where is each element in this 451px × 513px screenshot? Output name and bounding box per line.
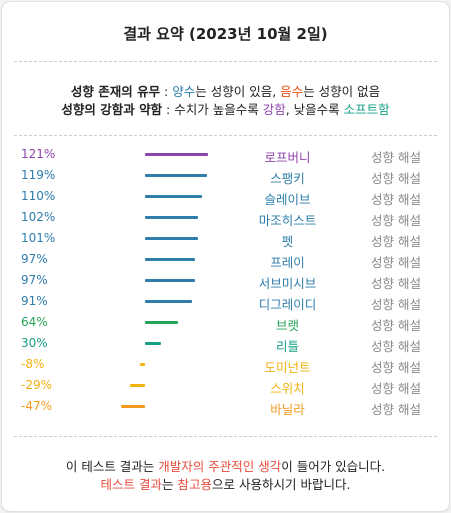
result-percentage: 101% — [21, 231, 56, 245]
legend-text: 는 성향이 없음 — [303, 84, 381, 99]
legend-negative: 음수 — [280, 84, 304, 99]
result-bar — [145, 279, 196, 282]
legend-label-presence: 성향 존재의 유무 — [70, 84, 161, 99]
result-row: 64% 브랫 성향 해설 — [0, 313, 451, 333]
result-type-name: 바닐라 — [270, 402, 305, 417]
result-type-name: 서브미시브 — [258, 276, 317, 291]
result-row: 91% 디그레이디 성향 해설 — [0, 292, 451, 312]
result-bar — [129, 384, 145, 387]
result-bar — [145, 237, 198, 240]
result-type-name: 디그레이디 — [258, 297, 317, 312]
explanation-link[interactable]: 성향 해설 — [371, 234, 421, 249]
legend-line-1: 성향 존재의 유무 : 양수는 성향이 있음, 음수는 성향이 없음 — [0, 81, 451, 100]
result-bar — [145, 195, 203, 198]
footer-highlight: 테스트 결과 — [100, 477, 163, 492]
explanation-link[interactable]: 성향 해설 — [371, 150, 421, 165]
result-percentage: 121% — [21, 147, 56, 161]
result-type-name: 로프버니 — [264, 150, 311, 165]
footer-text: 이 테스트 결과는 — [65, 459, 159, 474]
explanation-link[interactable]: 성향 해설 — [371, 339, 421, 354]
explanation-link[interactable]: 성향 해설 — [371, 402, 421, 417]
legend-sep: : — [160, 84, 173, 99]
result-title: 결과 요약 (2023년 10월 2일) — [123, 25, 328, 43]
result-row: 30% 리틀 성향 해설 — [0, 334, 451, 354]
bottom-divider — [14, 436, 437, 437]
result-percentage: -8% — [21, 357, 45, 371]
result-type-name: 슬레이브 — [264, 192, 311, 207]
result-row: 119% 스팽키 성향 해설 — [0, 166, 451, 186]
footer-highlight: 참고용 — [177, 477, 213, 492]
footer-text: 이 들어가 있습니다. — [281, 459, 386, 474]
result-percentage: 102% — [21, 210, 56, 224]
legend-soft: 소프트함 — [343, 102, 390, 117]
result-percentage: -29% — [21, 378, 53, 392]
result-row: 97% 프레이 성향 해설 — [0, 250, 451, 270]
footer-line-2: 테스트 결과는 참고용으로 사용하시기 바랍니다. — [0, 474, 451, 493]
result-row: -29% 스위치 성향 해설 — [0, 376, 451, 396]
result-row: -8% 도미넌트 성향 해설 — [0, 355, 451, 375]
result-type-name: 리틀 — [275, 339, 299, 354]
explanation-link[interactable]: 성향 해설 — [371, 360, 421, 375]
result-percentage: 110% — [21, 189, 56, 203]
legend-positive: 양수 — [172, 84, 196, 99]
result-bar — [140, 363, 145, 366]
result-type-name: 마조히스트 — [258, 213, 317, 228]
legend-line-2: 성향의 강함과 약함 : 수치가 높을수록 강함, 낮을수록 소프트함 — [0, 99, 451, 118]
legend-strong: 강함 — [262, 102, 286, 117]
explanation-link[interactable]: 성향 해설 — [371, 171, 421, 186]
result-bar — [145, 300, 193, 303]
result-row: 102% 마조히스트 성향 해설 — [0, 208, 451, 228]
result-percentage: 97% — [21, 273, 48, 287]
footer-highlight: 개발자의 주관적인 생각 — [158, 459, 282, 474]
legend-text: : 수치가 높을수록 — [162, 102, 263, 117]
result-percentage: 64% — [21, 315, 48, 329]
result-percentage: 91% — [21, 294, 48, 308]
explanation-link[interactable]: 성향 해설 — [371, 276, 421, 291]
explanation-link[interactable]: 성향 해설 — [371, 192, 421, 207]
explanation-link[interactable]: 성향 해설 — [371, 255, 421, 270]
footer-line-1: 이 테스트 결과는 개발자의 주관적인 생각이 들어가 있습니다. — [0, 456, 451, 475]
result-type-name: 도미넌트 — [264, 360, 311, 375]
result-bar — [120, 405, 145, 408]
result-percentage: 30% — [21, 336, 48, 350]
explanation-link[interactable]: 성향 해설 — [371, 213, 421, 228]
legend-label-strength: 성향의 강함과 약함 — [61, 102, 163, 117]
footer-text: 는 — [162, 477, 178, 492]
explanation-link[interactable]: 성향 해설 — [371, 318, 421, 333]
top-divider — [14, 61, 437, 62]
result-row: 121% 로프버니 성향 해설 — [0, 145, 451, 165]
result-type-name: 펫 — [281, 234, 294, 249]
middle-divider — [14, 135, 437, 136]
result-row: -47% 바닐라 성향 해설 — [0, 397, 451, 417]
legend-text: 는 성향이 있음, — [195, 84, 281, 99]
explanation-link[interactable]: 성향 해설 — [371, 381, 421, 396]
result-row: 101% 펫 성향 해설 — [0, 229, 451, 249]
result-bar — [145, 321, 179, 324]
result-type-name: 프레이 — [270, 255, 305, 270]
result-bar — [145, 342, 161, 345]
result-type-name: 스위치 — [270, 381, 305, 396]
result-bar — [145, 174, 207, 177]
result-type-name: 브랫 — [275, 318, 299, 333]
footer-text: 으로 사용하시기 바랍니다. — [212, 477, 351, 492]
result-percentage: 119% — [21, 168, 56, 182]
result-bar — [145, 216, 199, 219]
result-row: 97% 서브미시브 성향 해설 — [0, 271, 451, 291]
result-row: 110% 슬레이브 성향 해설 — [0, 187, 451, 207]
result-bar — [145, 258, 196, 261]
result-bar — [145, 153, 208, 156]
result-percentage: -47% — [21, 399, 53, 413]
legend-text: , 낮을수록 — [285, 102, 344, 117]
result-type-name: 스팽키 — [270, 171, 305, 186]
explanation-link[interactable]: 성향 해설 — [371, 297, 421, 312]
result-percentage: 97% — [21, 252, 48, 266]
